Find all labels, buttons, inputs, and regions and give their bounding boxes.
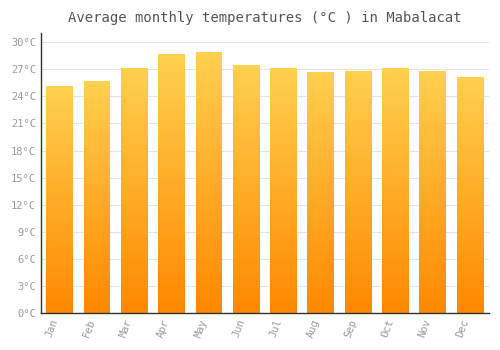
Title: Average monthly temperatures (°C ) in Mabalacat: Average monthly temperatures (°C ) in Ma… [68,11,462,25]
